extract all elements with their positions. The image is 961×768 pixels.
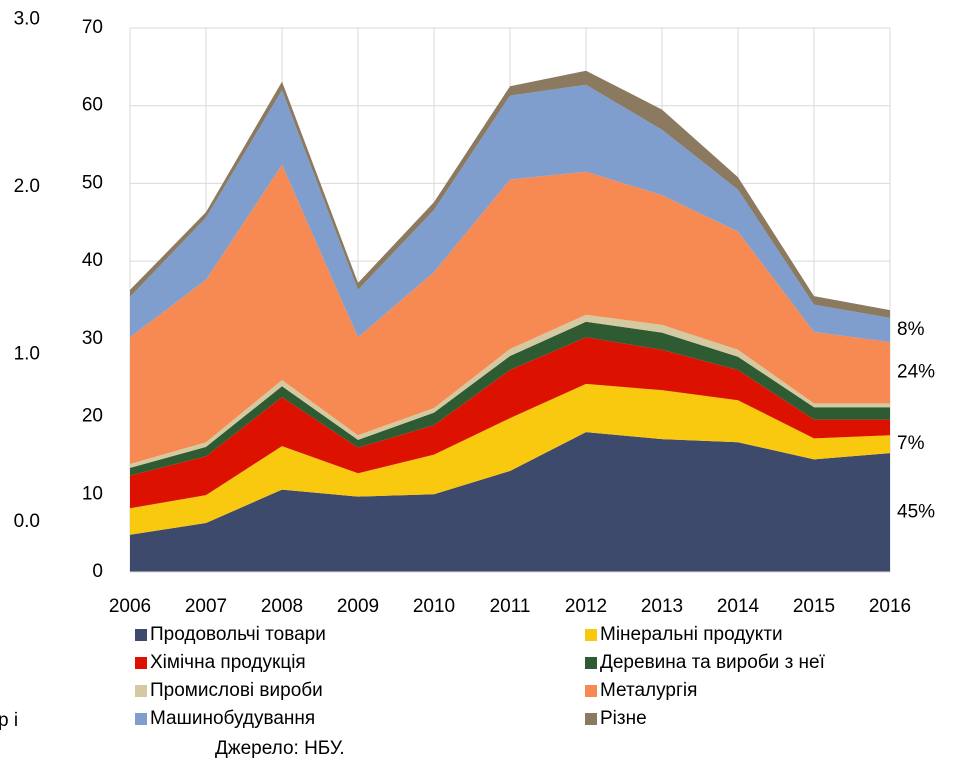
end-label: 7% [897,433,925,454]
legend-label: Мінеральні продукти [600,624,783,645]
end-label: 24% [897,362,935,383]
x-tick-label: 2007 [185,596,227,617]
x-tick-label: 2016 [869,596,911,617]
y-tick-label: 10 [82,483,103,504]
y2-tick-label: 2.0 [14,176,40,197]
y2-tick-label: 0.0 [14,511,40,532]
legend-label: Хімічна продукція [150,652,306,673]
legend-swatch [135,685,147,697]
legend-label: Деревина та вироби з неї [600,652,826,673]
legend-swatch [135,713,147,725]
y2-tick-label: 1.0 [14,343,40,364]
area [130,84,890,342]
area [130,383,890,535]
x-tick-label: 2009 [337,596,379,617]
legend-label: Промислові вироби [150,680,323,701]
end-label: 8% [897,319,925,340]
y-tick-label: 50 [82,172,103,193]
y-tick-label: 60 [82,95,103,116]
legend-label: Різне [600,708,647,729]
x-tick-label: 2011 [490,596,531,617]
area [130,164,890,464]
legend-label: Продовольчі товари [150,624,326,645]
legend-swatch [585,713,597,725]
end-label: 45% [897,502,935,523]
y-tick-label: 40 [82,250,103,271]
text-fragment: р і [0,710,18,731]
x-tick-label: 2013 [641,596,683,617]
legend-swatch [135,657,147,669]
x-tick-label: 2014 [717,596,760,617]
legend-swatch [135,629,147,641]
x-tick-label: 2012 [565,596,607,617]
legend-swatch [585,685,597,697]
area [130,432,890,572]
legend-swatch [585,657,597,669]
x-tick-label: 2010 [413,596,455,617]
y-tick-label: 20 [82,406,103,427]
area [130,337,890,509]
y2-tick-label: 3.0 [14,9,40,30]
x-tick-label: 2006 [109,596,151,617]
x-tick-label: 2015 [793,596,835,617]
legend-label: Металургія [600,680,697,701]
legend-label: Машинобудування [150,708,315,729]
y-tick-label: 30 [82,328,103,349]
y-tick-label: 70 [82,17,103,38]
y-tick-label: 0 [92,561,103,582]
legend-swatch [585,629,597,641]
source-note: Джерело: НБУ. [215,738,345,759]
x-tick-label: 2008 [261,596,303,617]
